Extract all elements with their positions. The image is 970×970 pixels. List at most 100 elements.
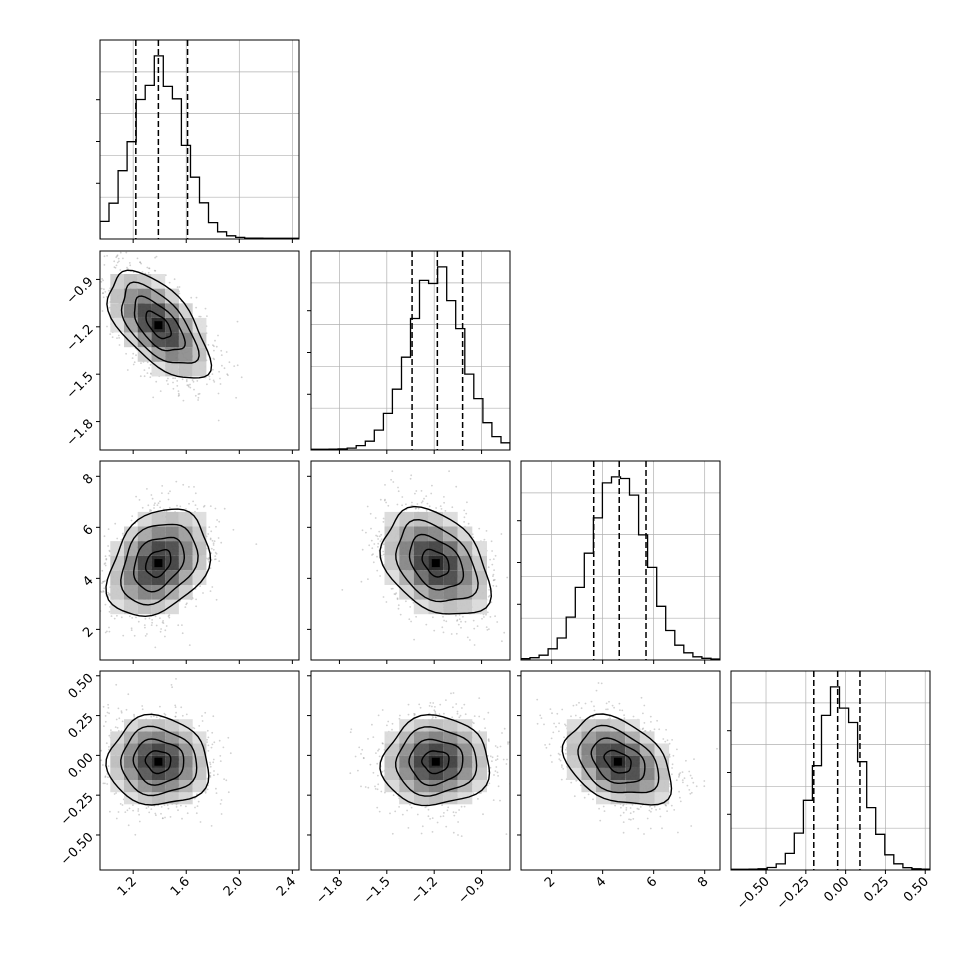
sample-point xyxy=(207,344,210,346)
sample-point xyxy=(76,582,78,584)
sample-point xyxy=(489,558,491,561)
sample-point xyxy=(379,498,382,501)
density-peak xyxy=(154,559,163,568)
sample-point xyxy=(395,592,398,594)
sample-point xyxy=(182,399,185,402)
sample-point xyxy=(211,539,214,542)
sample-point xyxy=(97,307,99,309)
sample-point xyxy=(186,602,188,605)
sample-point xyxy=(104,631,107,634)
sample-point xyxy=(435,507,437,509)
sample-point xyxy=(185,379,188,381)
contour-line xyxy=(105,508,212,618)
sample-point xyxy=(154,646,157,649)
sample-point xyxy=(133,634,136,637)
sample-point xyxy=(198,315,201,318)
density-cell xyxy=(179,585,193,600)
sample-point xyxy=(491,550,493,552)
sample-point xyxy=(103,264,106,266)
sample-point xyxy=(211,586,214,588)
sample-point xyxy=(108,306,111,309)
sample-point xyxy=(409,477,412,480)
sample-point xyxy=(189,386,192,389)
sample-point xyxy=(108,554,111,557)
density-cell xyxy=(443,599,458,615)
sample-point xyxy=(426,502,429,505)
sample-point xyxy=(167,498,170,501)
sample-point xyxy=(488,594,491,597)
sample-point xyxy=(365,531,367,534)
sample-point xyxy=(483,538,486,541)
sample-point xyxy=(119,251,122,254)
sample-point xyxy=(167,615,170,618)
sample-point xyxy=(165,625,168,627)
sample-point xyxy=(377,538,379,540)
sample-point xyxy=(130,627,133,630)
sample-point xyxy=(401,504,403,507)
sample-point xyxy=(94,297,96,299)
sample-point xyxy=(425,509,428,512)
sample-point xyxy=(206,315,208,317)
sample-point xyxy=(90,785,92,787)
sample-point xyxy=(410,620,412,623)
sample-point xyxy=(485,530,488,532)
sample-point xyxy=(215,598,218,601)
sample-point xyxy=(143,375,146,378)
density-cell xyxy=(110,599,124,615)
sample-point xyxy=(168,506,171,509)
sample-point xyxy=(216,519,219,521)
sample-point xyxy=(440,508,443,510)
density-cell xyxy=(192,541,207,556)
density-cell xyxy=(137,511,152,527)
sample-point xyxy=(235,396,238,399)
sample-point xyxy=(214,551,217,554)
contour xyxy=(106,269,213,379)
sample-point xyxy=(397,486,399,489)
density-cell xyxy=(110,303,124,318)
sample-point xyxy=(115,256,118,259)
sample-point xyxy=(136,257,139,260)
sample-point xyxy=(430,492,433,495)
sample-point xyxy=(197,396,200,399)
sample-point xyxy=(218,370,221,373)
sample-point xyxy=(209,538,212,541)
density-cell xyxy=(151,332,166,348)
sample-point xyxy=(360,580,363,583)
sample-point xyxy=(96,587,98,589)
sample-point xyxy=(219,377,221,380)
sample-point xyxy=(460,626,462,629)
sample-point xyxy=(154,270,157,272)
density-cell xyxy=(151,511,166,527)
sample-point xyxy=(120,538,123,541)
sample-point xyxy=(188,502,190,505)
density-cell xyxy=(124,599,138,615)
density-cell xyxy=(137,303,152,318)
sample-point xyxy=(131,617,134,619)
sample-point xyxy=(107,528,110,530)
sample-point xyxy=(214,558,217,561)
sample-point xyxy=(485,626,488,628)
density-cell xyxy=(137,541,152,556)
sample-point xyxy=(151,497,154,500)
sample-point xyxy=(432,616,434,619)
sample-point xyxy=(115,817,118,820)
sample-point xyxy=(472,536,475,539)
sample-point xyxy=(94,574,96,576)
sample-point xyxy=(481,617,483,620)
sample-point xyxy=(487,595,490,598)
sample-point xyxy=(490,601,493,603)
sample-point xyxy=(108,734,111,737)
sample-point xyxy=(174,704,177,707)
sample-point xyxy=(469,639,471,641)
sample-point xyxy=(218,560,221,562)
sample-point xyxy=(487,566,490,569)
density-cell xyxy=(192,526,207,542)
sample-point xyxy=(100,287,103,290)
sample-point xyxy=(473,644,476,646)
sample-point xyxy=(443,496,445,498)
density-cell xyxy=(179,303,193,318)
sample-point xyxy=(415,490,418,492)
sample-point xyxy=(370,527,372,530)
sample-point xyxy=(214,339,216,342)
sample-point xyxy=(165,379,168,382)
